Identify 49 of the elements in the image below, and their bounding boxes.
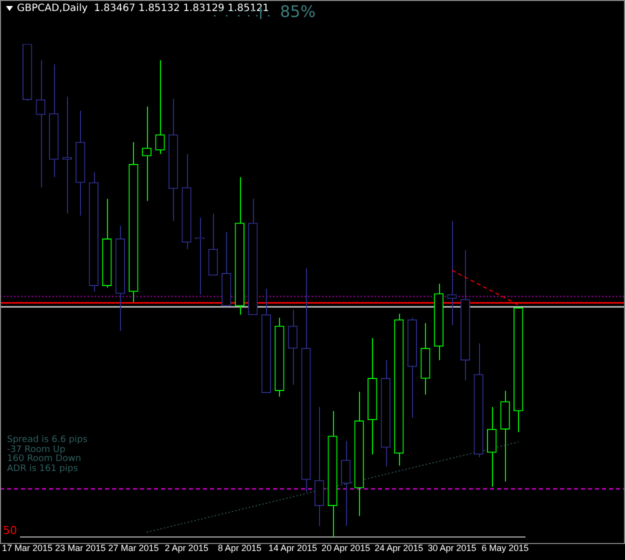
candlestick bbox=[261, 288, 272, 394]
candlestick bbox=[368, 337, 378, 455]
candlestick bbox=[407, 317, 418, 418]
x-tick-label: 30 Apr 2015 bbox=[428, 543, 476, 554]
candlestick bbox=[447, 220, 457, 326]
candlestick bbox=[434, 283, 444, 361]
candlestick bbox=[420, 322, 430, 396]
candlestick bbox=[288, 309, 298, 386]
x-tick-label: 2 Apr 2015 bbox=[164, 543, 208, 554]
candlestick bbox=[248, 198, 258, 316]
candlestick bbox=[500, 390, 510, 482]
candlestick bbox=[62, 96, 72, 214]
candlestick bbox=[222, 231, 232, 306]
candlestick bbox=[380, 360, 390, 468]
x-tick-label: 8 Apr 2015 bbox=[218, 543, 262, 554]
candlestick bbox=[168, 98, 178, 222]
candlestick bbox=[115, 225, 126, 332]
x-tick-label: 20 Apr 2015 bbox=[322, 543, 370, 554]
annotation: ADR is 161 pips bbox=[7, 464, 79, 474]
annotation: -37 Room Up bbox=[7, 444, 66, 454]
candlestick bbox=[88, 172, 98, 292]
candlestick bbox=[208, 213, 218, 276]
text: 85% bbox=[280, 2, 316, 21]
x-tick-label: 17 Mar 2015 bbox=[2, 543, 53, 554]
text: 50 bbox=[3, 524, 17, 537]
candlestick bbox=[314, 406, 324, 526]
x-tick-label: 23 Mar 2015 bbox=[55, 543, 106, 554]
candlestick bbox=[49, 64, 59, 178]
candlestick bbox=[301, 268, 311, 492]
candlestick bbox=[234, 176, 244, 316]
candlestick bbox=[102, 198, 112, 288]
candlestick bbox=[460, 250, 470, 381]
x-tick-label: 14 Apr 2015 bbox=[268, 543, 318, 554]
x-tick-label: 6 May 2015 bbox=[482, 543, 529, 554]
x-tick-label: 24 Apr 2015 bbox=[374, 543, 424, 554]
x-tick-label: 27 Mar 2015 bbox=[108, 543, 159, 554]
candlestick bbox=[340, 440, 351, 526]
annotation: 160 Room Down bbox=[7, 454, 82, 464]
candlestick bbox=[76, 110, 86, 216]
annotation: Spread is 6.6 pips bbox=[7, 435, 88, 445]
candlestick bbox=[474, 342, 484, 458]
candlestick bbox=[328, 410, 338, 538]
candlestick bbox=[182, 153, 192, 250]
candlestick bbox=[394, 313, 404, 466]
candlestick bbox=[274, 317, 284, 398]
candlestick bbox=[486, 406, 497, 488]
candlestick bbox=[354, 391, 364, 516]
candlestick bbox=[128, 142, 138, 302]
candlestick bbox=[514, 308, 524, 433]
